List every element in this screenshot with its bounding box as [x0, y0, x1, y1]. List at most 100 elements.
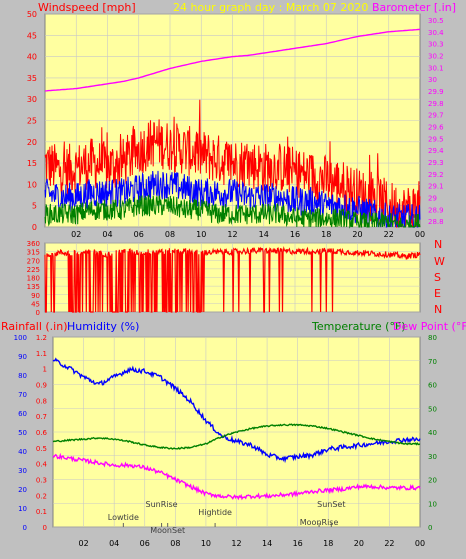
direction-ytick-90: 90 — [31, 292, 40, 300]
baro-ytick-30: 30 — [428, 76, 437, 84]
rain-ytick-0.6: 0.6 — [36, 429, 48, 437]
wind-gust-line — [44, 99, 421, 228]
direction-ytick-135: 135 — [27, 283, 40, 291]
direction-ytick-45: 45 — [31, 300, 40, 308]
rain-ytick-1: 1 — [43, 366, 47, 374]
humidity-xtick-02: 02 — [78, 539, 88, 548]
humidity-ytick-0: 0 — [23, 524, 27, 532]
rain-ytick-0.2: 0.2 — [36, 492, 47, 500]
wind-low-line — [44, 194, 421, 229]
humidity-ytick-70: 70 — [18, 391, 27, 399]
wind-barometer-chart: 0 5 10 15 20 25 30 35 40 45 50 28.8 28.9 29 29.1 29.2 29… — [27, 10, 444, 239]
wind-xtick-20: 20 — [352, 230, 362, 239]
baro-ytick-29.6: 29.6 — [428, 123, 444, 131]
wind-xtick-02: 02 — [71, 230, 81, 239]
humidity-temp-chart: 010203040506070809010000.10.20.30.40.50.… — [14, 334, 437, 548]
compass-n-bottom: N — [434, 303, 442, 316]
humidity-xtick-06: 06 — [140, 539, 150, 548]
humidity-ytick-40: 40 — [18, 448, 27, 456]
direction-ytick-315: 315 — [27, 249, 40, 257]
humidity-ytick-80: 80 — [18, 372, 27, 380]
wind-xtick-14: 14 — [259, 230, 269, 239]
humidity-ytick-50: 50 — [18, 429, 27, 437]
baro-ytick-29.1: 29.1 — [428, 183, 444, 191]
event-label-2: MoonSet — [150, 526, 185, 535]
event-label-4: SunSet — [317, 500, 345, 509]
temp-ytick-50: 50 — [428, 405, 437, 413]
direction-ytick-180: 180 — [27, 275, 40, 283]
wind-title: Windspeed [mph] — [38, 1, 136, 14]
wind-ytick-20: 20 — [27, 138, 37, 147]
wind-ytick-25: 25 — [27, 117, 37, 126]
baro-ytick-30.3: 30.3 — [428, 41, 444, 49]
wind-ytick-5: 5 — [32, 202, 37, 211]
baro-title: Barometer [.in] — [372, 1, 456, 14]
rain-ytick-0.9: 0.9 — [36, 382, 47, 390]
wind-xtick-16: 16 — [290, 230, 300, 239]
humidity-ytick-90: 90 — [18, 353, 27, 361]
event-label-3: Hightide — [198, 508, 232, 517]
temp-ytick-10: 10 — [428, 500, 437, 508]
rain-ytick-0: 0 — [43, 524, 47, 532]
humidity-xtick-20: 20 — [354, 539, 364, 548]
temp-title: Temperature (°F) — [311, 320, 406, 333]
direction-ytick-0: 0 — [36, 309, 40, 317]
baro-ytick-29.4: 29.4 — [428, 147, 444, 155]
rain-ytick-1.2: 1.2 — [36, 334, 47, 342]
humidity-xtick-10: 10 — [201, 539, 211, 548]
humidity-line — [52, 357, 421, 464]
baro-ytick-29.9: 29.9 — [428, 88, 444, 96]
baro-ytick-28.8: 28.8 — [428, 218, 444, 226]
wind-xtick-12: 12 — [227, 230, 237, 239]
direction-ytick-225: 225 — [27, 266, 40, 274]
humidity-ytick-30: 30 — [18, 467, 27, 475]
rain-ytick-0.7: 0.7 — [36, 413, 47, 421]
temp-ytick-0: 0 — [428, 524, 432, 532]
barometer-line — [44, 28, 421, 92]
temp-ytick-30: 30 — [428, 453, 437, 461]
event-label-1: SunRise — [146, 500, 178, 509]
humidity-xtick-04: 04 — [109, 539, 119, 548]
baro-ytick-29.8: 29.8 — [428, 100, 444, 108]
rain-ytick-0.5: 0.5 — [36, 445, 47, 453]
rain-title: Rainfall (.in) — [1, 320, 68, 333]
wind-xtick-22: 22 — [384, 230, 394, 239]
humidity-xtick-14: 14 — [262, 539, 272, 548]
temperature-line — [52, 423, 421, 450]
temp-ytick-80: 80 — [428, 334, 437, 342]
dew-title: Dew Point (°F) — [393, 320, 466, 333]
wind-ytick-40: 40 — [27, 53, 37, 62]
baro-ytick-30.2: 30.2 — [428, 52, 444, 60]
temp-ytick-40: 40 — [428, 429, 437, 437]
humidity-xtick-16: 16 — [293, 539, 303, 548]
wind-ytick-10: 10 — [27, 180, 37, 189]
wind-ytick-50: 50 — [27, 10, 37, 19]
wind-xtick-00: 00 — [415, 230, 425, 239]
baro-ytick-29.5: 29.5 — [428, 135, 444, 143]
rain-ytick-0.3: 0.3 — [36, 477, 47, 485]
wind-xtick-08: 08 — [165, 230, 175, 239]
wind-ytick-45: 45 — [27, 31, 37, 40]
wind-direction-line — [44, 246, 421, 313]
humidity-xtick-12: 12 — [231, 539, 241, 548]
compass-s: S — [434, 271, 441, 284]
humidity-xtick-18: 18 — [323, 539, 333, 548]
baro-ytick-30.5: 30.5 — [428, 17, 444, 25]
temp-ytick-70: 70 — [428, 358, 437, 366]
baro-ytick-30.1: 30.1 — [428, 64, 444, 72]
dewpoint-line — [52, 452, 421, 501]
direction-ytick-360: 360 — [27, 240, 40, 248]
event-label-0: Lowtide — [108, 513, 139, 522]
wind-ytick-35: 35 — [27, 74, 37, 83]
humidity-ytick-20: 20 — [18, 486, 27, 494]
humidity-ytick-10: 10 — [18, 505, 27, 513]
rain-ytick-0.1: 0.1 — [36, 508, 47, 516]
wind-ytick-0: 0 — [32, 223, 37, 232]
date-title: 24 hour graph day : March 07 2020 — [173, 1, 368, 14]
rain-ytick-0.4: 0.4 — [36, 461, 48, 469]
compass-n-top: N — [434, 238, 442, 251]
baro-ytick-29.2: 29.2 — [428, 171, 444, 179]
wind-xtick-18: 18 — [321, 230, 331, 239]
